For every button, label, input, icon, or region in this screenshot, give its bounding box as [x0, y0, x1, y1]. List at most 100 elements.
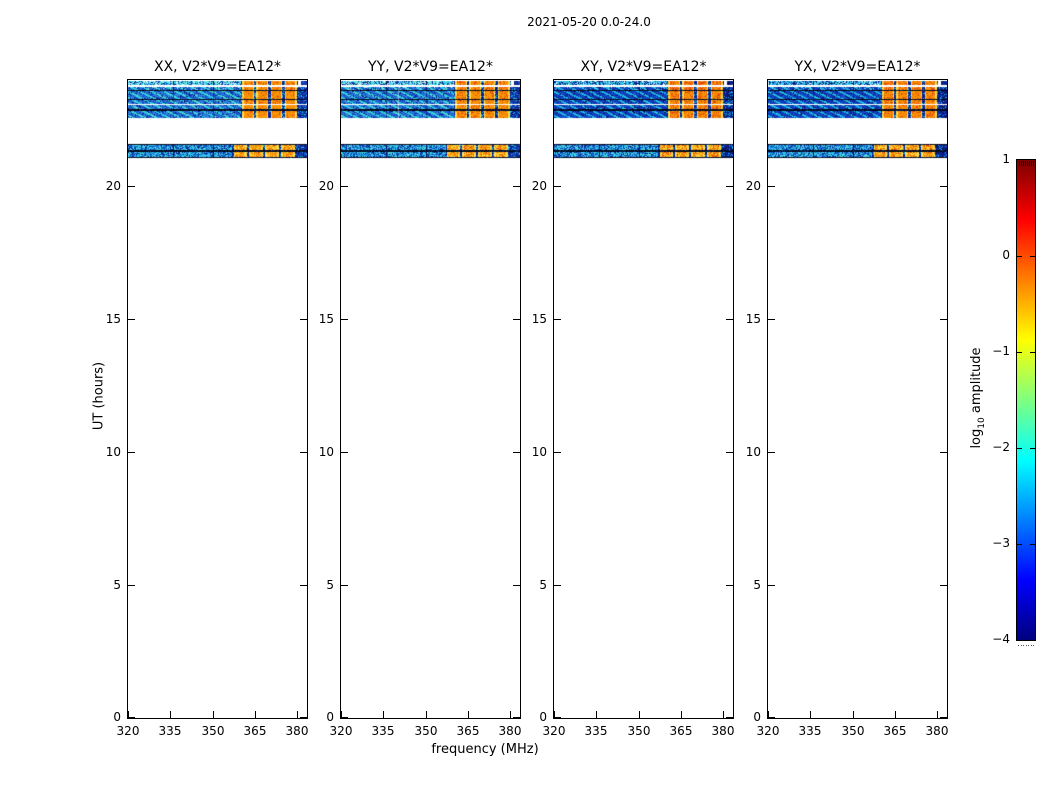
y-tick-right [300, 452, 307, 453]
panel-title-xx: XX, V2*V9=EA12* [153, 59, 282, 75]
x-tick [297, 711, 298, 718]
figure-title: 2021-05-20 0.0-24.0 [527, 15, 651, 29]
y-tick-right [940, 717, 947, 718]
colorbar [1016, 159, 1036, 641]
colorbar-label-sub: 10 [976, 417, 987, 429]
colorbar-bottom-dot [1030, 645, 1032, 646]
x-tick-label: 380 [285, 724, 309, 738]
x-tick [128, 711, 129, 718]
x-tick-label: 365 [669, 724, 693, 738]
colorbar-top-hatch [1033, 161, 1034, 166]
x-tick-label: 365 [456, 724, 480, 738]
y-tick-label: 15 [318, 312, 334, 326]
panel-title-xy: XY, V2*V9=EA12* [580, 59, 707, 75]
y-tick-label: 5 [539, 578, 547, 592]
x-tick [554, 711, 555, 718]
y-tick-label: 10 [105, 445, 121, 459]
x-tick [510, 711, 511, 718]
colorbar-gradient [1017, 160, 1035, 640]
x-tick-label: 320 [329, 724, 353, 738]
x-tick-label: 350 [201, 724, 225, 738]
y-tick-left [768, 717, 775, 718]
y-tick-right [300, 585, 307, 586]
panel-title-yy: YY, V2*V9=EA12* [368, 59, 493, 75]
y-tick-left [554, 319, 561, 320]
spectrogram-canvas-xx [128, 80, 307, 718]
x-tick-label: 335 [371, 724, 395, 738]
colorbar-tick-left [1017, 352, 1022, 353]
y-tick-label: 20 [745, 179, 761, 193]
colorbar-bottom-dot [1020, 645, 1022, 646]
y-tick-left [554, 452, 561, 453]
colorbar-tick-right [1030, 256, 1035, 257]
y-tick-left [768, 452, 775, 453]
x-tick-label: 335 [158, 724, 182, 738]
y-tick-left [554, 585, 561, 586]
colorbar-tick-label: 1 [1002, 152, 1010, 166]
y-tick-right [513, 319, 520, 320]
x-tick-label: 380 [925, 724, 949, 738]
y-tick-left [768, 585, 775, 586]
panel-yy: YY, V2*V9=EA12* 0 5 10 15 20 320 335 350 365 380 [319, 59, 522, 738]
colorbar-bottom-dot [1018, 645, 1019, 646]
y-tick-right [513, 186, 520, 187]
y-tick-label: 10 [531, 445, 547, 459]
y-tick-right [726, 319, 733, 320]
x-tick [895, 711, 896, 718]
y-tick-label: 20 [531, 179, 547, 193]
y-tick-left [554, 186, 561, 187]
y-tick-label: 10 [318, 445, 334, 459]
colorbar-bottom-dot [1025, 645, 1027, 646]
y-tick-right [300, 186, 307, 187]
x-tick-label: 320 [756, 724, 780, 738]
y-tick-left [128, 186, 135, 187]
x-tick [341, 711, 342, 718]
spectrogram-canvas-xy [554, 80, 733, 718]
y-tick-left [554, 717, 561, 718]
y-tick-label: 0 [753, 710, 761, 724]
colorbar-tick-right [1030, 352, 1035, 353]
colorbar-axis-label: log10 amplitude [969, 347, 987, 448]
x-axis-label: frequency (MHz) [431, 742, 539, 757]
y-tick-left [341, 452, 348, 453]
x-tick [937, 711, 938, 718]
x-tick [383, 711, 384, 718]
y-tick-left [341, 319, 348, 320]
colorbar-tick-label: −4 [992, 632, 1010, 646]
x-tick [853, 711, 854, 718]
x-tick [768, 711, 769, 718]
x-tick [639, 711, 640, 718]
colorbar-tick-label: 0 [1002, 248, 1010, 262]
x-tick [170, 711, 171, 718]
colorbar-top-hatch [1031, 161, 1032, 166]
x-tick-label: 335 [798, 724, 822, 738]
y-tick-label: 0 [326, 710, 334, 724]
x-tick [426, 711, 427, 718]
colorbar-top-hatch [1019, 161, 1020, 166]
y-tick-label: 0 [113, 710, 121, 724]
y-tick-label: 15 [531, 312, 547, 326]
y-tick-left [128, 319, 135, 320]
y-tick-right [726, 585, 733, 586]
colorbar-bottom-dot [1023, 645, 1024, 646]
y-tick-label: 5 [113, 578, 121, 592]
colorbar-top-hatch [1021, 161, 1022, 166]
x-tick [468, 711, 469, 718]
colorbar-tick-label: −3 [992, 536, 1010, 550]
colorbar-tick-label: −1 [992, 344, 1010, 358]
y-tick-label: 15 [745, 312, 761, 326]
panel-title-yx: YX, V2*V9=EA12* [794, 59, 921, 75]
y-tick-left [768, 186, 775, 187]
colorbar-top-hatch [1023, 161, 1024, 166]
y-tick-left [128, 585, 135, 586]
y-tick-right [940, 585, 947, 586]
y-tick-left [341, 186, 348, 187]
x-tick-label: 380 [711, 724, 735, 738]
x-tick-label: 365 [883, 724, 907, 738]
y-tick-right [726, 452, 733, 453]
x-tick [681, 711, 682, 718]
colorbar-tick-right [1030, 544, 1035, 545]
y-tick-right [726, 717, 733, 718]
x-tick-label: 350 [841, 724, 865, 738]
y-tick-label: 15 [105, 312, 121, 326]
